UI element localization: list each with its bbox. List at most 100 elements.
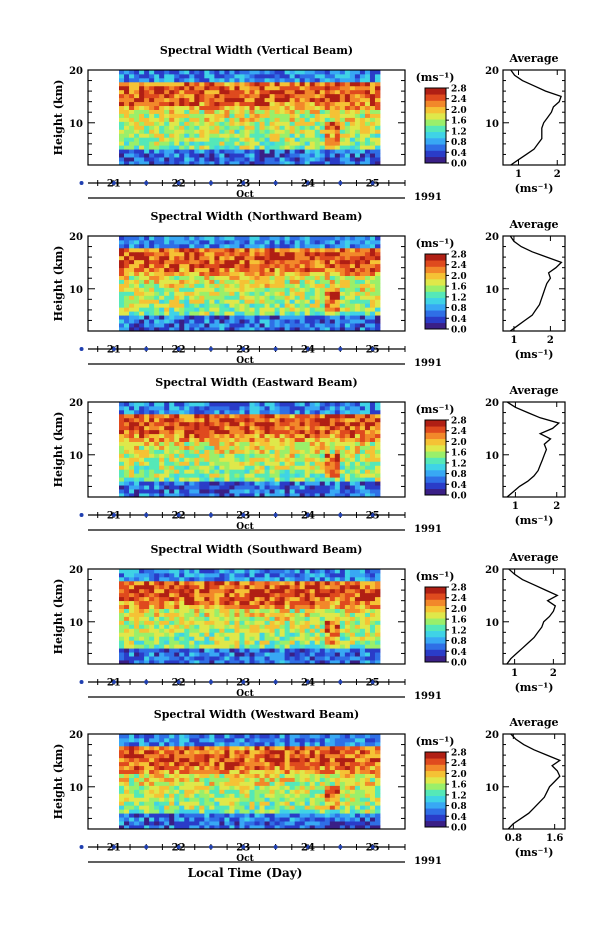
heatmap-cell <box>299 620 306 625</box>
colorbar-title: (ms⁻¹) <box>416 237 455 250</box>
heatmap-cell <box>144 117 150 122</box>
heatmap-cell <box>329 417 336 423</box>
heatmap-cell <box>119 97 125 103</box>
heatmap-cell <box>374 271 381 276</box>
heatmap-cell <box>319 267 326 273</box>
heatmap-cell <box>164 287 170 292</box>
heatmap-cell <box>219 477 225 482</box>
heatmap-cell <box>284 287 291 292</box>
heatmap-cell <box>274 247 281 253</box>
heatmap-cell <box>299 485 306 490</box>
heatmap-cell <box>314 425 321 431</box>
heatmap-cell <box>124 604 130 609</box>
heatmap-cell <box>339 493 346 498</box>
heatmap-cell <box>149 648 155 653</box>
heatmap-cell <box>294 493 301 498</box>
heatmap-cell <box>129 101 135 107</box>
heatmap-cell <box>169 149 175 154</box>
heatmap-cell <box>209 632 215 637</box>
heatmap-cell <box>154 477 160 482</box>
heatmap-cell <box>219 433 225 439</box>
heatmap-cell <box>184 299 190 304</box>
heatmap-cell <box>359 157 366 162</box>
heatmap-cell <box>149 283 155 288</box>
heatmap-cell <box>244 267 250 273</box>
heatmap-cell <box>304 323 311 328</box>
heatmap-cell <box>129 323 135 328</box>
heatmap-cell <box>224 259 230 265</box>
heatmap-cell <box>219 628 225 633</box>
heatmap-cell <box>269 425 275 431</box>
heatmap-cell <box>304 85 311 91</box>
heatmap-cell <box>154 473 160 478</box>
heatmap-cell <box>354 157 361 162</box>
heatmap-cell <box>134 473 140 478</box>
heatmap-cell <box>249 109 255 114</box>
heatmap-cell <box>199 97 205 103</box>
heatmap-cell <box>304 279 311 284</box>
heatmap-cell <box>344 247 351 253</box>
heatmap-cell <box>129 157 135 162</box>
heatmap-cell <box>184 259 190 265</box>
heatmap-cell <box>209 145 215 150</box>
heatmap-cell <box>134 271 140 276</box>
heatmap-cell <box>314 477 321 482</box>
heatmap-cell <box>124 251 130 257</box>
heatmap-cell <box>199 477 205 482</box>
colorbar: 0.00.40.81.21.62.02.42.8 <box>424 85 467 170</box>
x-tick-label: 24 <box>301 511 315 522</box>
heatmap-cell <box>369 267 376 273</box>
heatmap-cell <box>254 469 260 474</box>
heatmap-cell <box>279 121 286 126</box>
heatmap-cell <box>359 656 366 661</box>
heatmap-cell <box>314 656 321 661</box>
heatmap-cell <box>254 307 260 312</box>
heatmap-cell <box>124 81 130 87</box>
heatmap-cell <box>149 73 155 79</box>
heatmap-cell <box>149 149 155 154</box>
heatmap-cell <box>159 441 165 446</box>
heatmap-cell <box>364 413 371 419</box>
heatmap-cell <box>199 295 205 300</box>
heatmap-cell <box>329 77 336 83</box>
heatmap-cell <box>234 89 240 95</box>
heatmap-cell <box>139 473 145 478</box>
heatmap-cell <box>304 604 311 609</box>
heatmap-cell <box>374 133 381 138</box>
heatmap-cell <box>369 648 376 653</box>
heatmap-cell <box>199 117 205 122</box>
heatmap-cell <box>174 417 180 423</box>
heatmap-cell <box>189 465 195 470</box>
heatmap-cell <box>254 433 260 439</box>
heatmap-cell <box>154 620 160 625</box>
heatmap-cell <box>214 287 220 292</box>
heatmap-cell <box>194 644 200 649</box>
heatmap-cell <box>319 101 326 107</box>
heatmap-cell <box>284 97 291 103</box>
heatmap-cell <box>344 461 351 466</box>
heatmap-cell <box>314 636 321 641</box>
heatmap-cell <box>359 473 366 478</box>
heatmap-cell <box>354 85 361 91</box>
heatmap-cell <box>149 421 155 427</box>
heatmap-cell <box>279 239 286 245</box>
heatmap-cell <box>339 323 346 328</box>
heatmap-cell <box>269 275 275 280</box>
heatmap-cell <box>344 636 351 641</box>
heatmap-cell <box>144 616 150 621</box>
heatmap-cell <box>259 636 265 641</box>
heatmap-cell <box>294 129 301 134</box>
heatmap-cell <box>354 437 361 442</box>
heatmap-cell <box>214 275 220 280</box>
heatmap-cell <box>264 271 270 276</box>
heatmap-cell <box>244 433 250 439</box>
heatmap-cell <box>134 153 140 158</box>
heatmap-cell <box>359 327 366 332</box>
heatmap-cell <box>299 425 306 431</box>
heatmap-cell <box>219 616 225 621</box>
heatmap-cell <box>319 70 326 75</box>
heatmap-cell <box>309 473 316 478</box>
heatmap-cell <box>354 429 361 435</box>
heatmap-cell <box>214 303 220 308</box>
heatmap-cell <box>174 239 180 245</box>
